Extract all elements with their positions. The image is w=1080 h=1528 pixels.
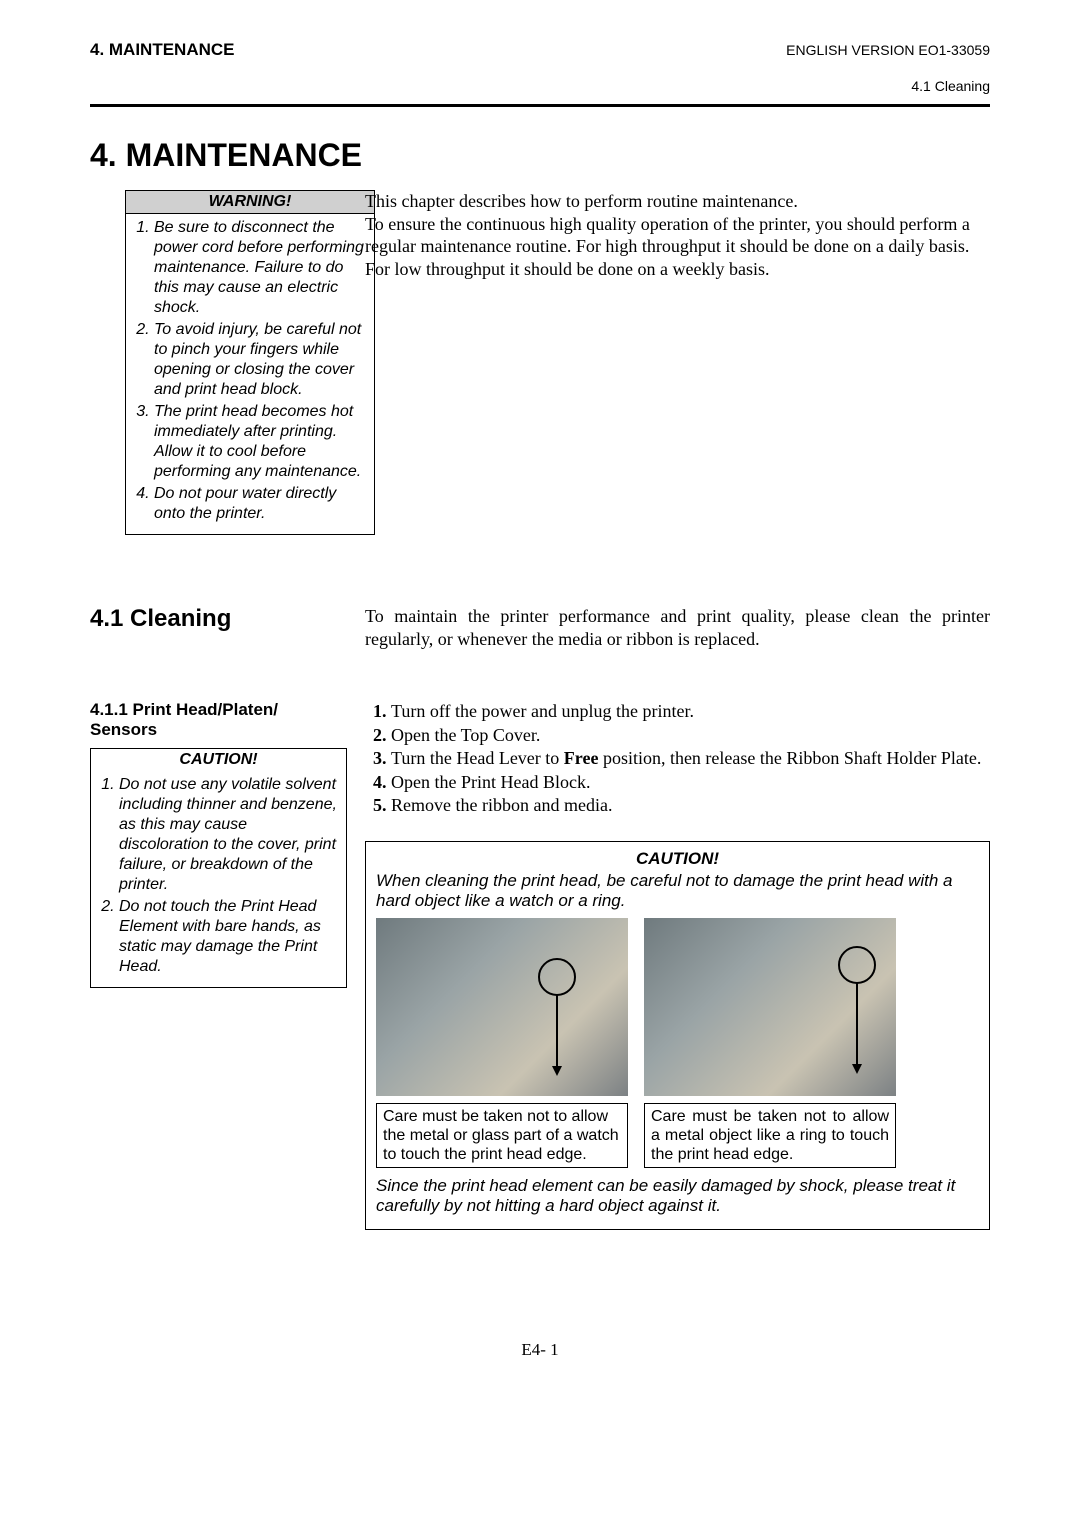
header-row: 4. MAINTENANCE ENGLISH VERSION EO1-33059 xyxy=(90,40,990,60)
step-item: Open the Top Cover. xyxy=(391,724,990,747)
caption-left: Care must be taken not to allow the meta… xyxy=(376,1103,628,1169)
warning-item: Be sure to disconnect the power cord bef… xyxy=(154,218,366,318)
step-text: Open the Print Head Block. xyxy=(391,772,590,792)
header-right: ENGLISH VERSION EO1-33059 xyxy=(786,42,990,58)
left-col-subsection: 4.1.1 Print Head/Platen/ Sensors CAUTION… xyxy=(90,700,345,988)
warning-item: Do not pour water directly onto the prin… xyxy=(154,484,366,524)
caution-left-title: CAUTION! xyxy=(91,749,346,771)
page: 4. MAINTENANCE ENGLISH VERSION EO1-33059… xyxy=(0,0,1080,1400)
highlight-circle-icon xyxy=(838,946,876,984)
row-intro: WARNING! Be sure to disconnect the power… xyxy=(90,190,990,535)
right-caution-footer: Since the print head element can be easi… xyxy=(376,1176,979,1217)
photo-watch xyxy=(376,918,628,1096)
photo-row xyxy=(376,918,979,1096)
step-item: Turn off the power and unplug the printe… xyxy=(391,700,990,723)
arrow-down-icon xyxy=(556,994,558,1074)
caution-left-item: Do not touch the Print Head Element with… xyxy=(119,897,338,977)
left-col-section: 4.1 Cleaning xyxy=(90,605,345,633)
subsection-title: 4.1.1 Print Head/Platen/ Sensors xyxy=(90,700,345,740)
warning-title: WARNING! xyxy=(126,191,374,214)
right-col-steps: Turn off the power and unplug the printe… xyxy=(365,700,990,1230)
step-item: Remove the ribbon and media. xyxy=(391,794,990,817)
step-item: Open the Print Head Block. xyxy=(391,771,990,794)
step-text: Turn off the power and unplug the printe… xyxy=(391,701,694,721)
caution-box-left: CAUTION! Do not use any volatile solvent… xyxy=(90,748,347,988)
chapter-title: 4. MAINTENANCE xyxy=(90,137,990,174)
header-rule xyxy=(90,104,990,107)
highlight-circle-icon xyxy=(538,958,576,996)
warning-item: To avoid injury, be careful not to pinch… xyxy=(154,320,366,400)
header-sub: 4.1 Cleaning xyxy=(90,78,990,94)
photo-ring xyxy=(644,918,896,1096)
section-title: 4.1 Cleaning xyxy=(90,605,345,633)
row-subsection: 4.1.1 Print Head/Platen/ Sensors CAUTION… xyxy=(90,700,990,1230)
caution-left-item: Do not use any volatile solvent includin… xyxy=(119,775,338,895)
row-section: 4.1 Cleaning To maintain the printer per… xyxy=(90,605,990,650)
right-caution-title: CAUTION! xyxy=(376,848,979,869)
steps-list: Turn off the power and unplug the printe… xyxy=(365,700,990,817)
bold-free: Free xyxy=(564,748,599,768)
intro-text: This chapter describes how to perform ro… xyxy=(365,190,990,280)
page-number: E4- 1 xyxy=(90,1340,990,1360)
warning-box: WARNING! Be sure to disconnect the power… xyxy=(125,190,375,535)
caption-row: Care must be taken not to allow the meta… xyxy=(376,1103,979,1169)
warning-item: The print head becomes hot immediately a… xyxy=(154,402,366,482)
section-intro: To maintain the printer performance and … xyxy=(365,605,990,650)
caption-right: Care must be taken not to allow a metal … xyxy=(644,1103,896,1169)
right-caution-intro: When cleaning the print head, be careful… xyxy=(376,871,979,912)
step-text: Open the Top Cover. xyxy=(391,725,540,745)
arrow-down-icon xyxy=(856,982,858,1072)
left-col-warning: WARNING! Be sure to disconnect the power… xyxy=(90,190,345,535)
caution-left-body: Do not use any volatile solvent includin… xyxy=(91,771,346,987)
header-left: 4. MAINTENANCE xyxy=(90,40,235,60)
right-caution-box: CAUTION! When cleaning the print head, b… xyxy=(365,841,990,1230)
step-text: Turn the Head Lever to Free position, th… xyxy=(391,748,981,768)
step-text: Remove the ribbon and media. xyxy=(391,795,612,815)
warning-body: Be sure to disconnect the power cord bef… xyxy=(126,214,374,534)
step-item: Turn the Head Lever to Free position, th… xyxy=(391,747,990,770)
